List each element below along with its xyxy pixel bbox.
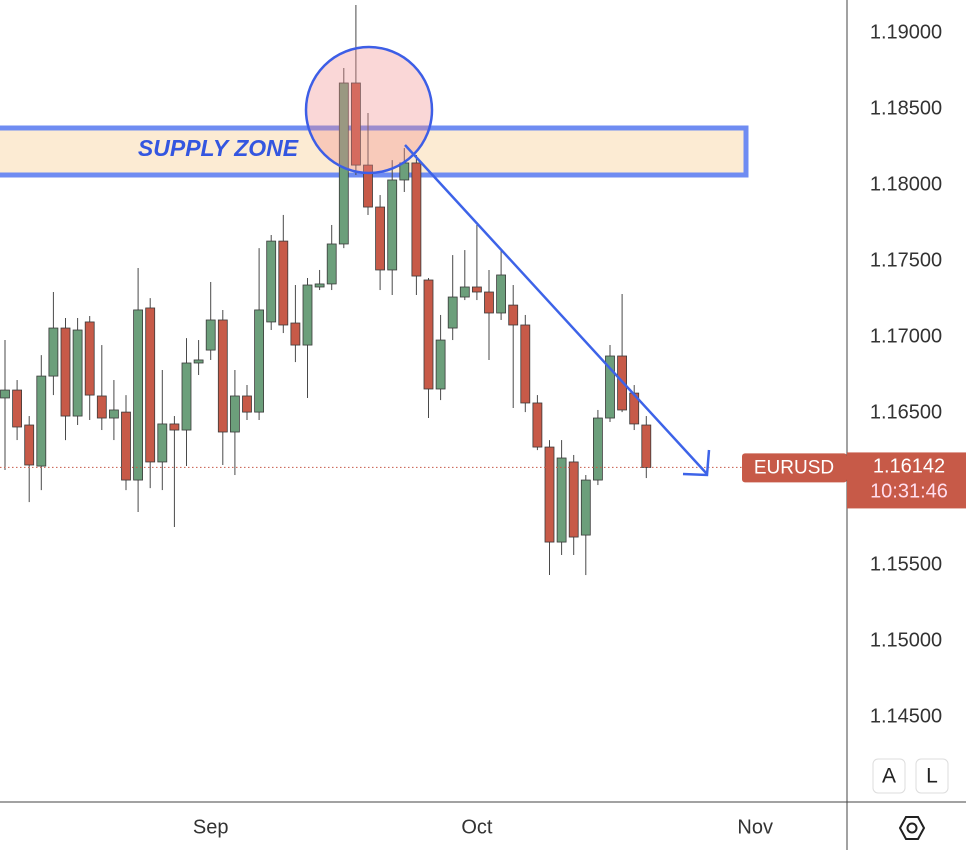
candle-body [350, 82, 361, 166]
candle-body [423, 279, 434, 390]
y-tick-label: 1.16500 [870, 401, 942, 423]
candle-body [435, 339, 446, 390]
candle-body [60, 327, 71, 417]
candle-body [411, 162, 422, 277]
x-tick-label: Nov [737, 816, 773, 838]
supply-zone: SUPPLY ZONE [0, 125, 749, 178]
candle-body [520, 324, 531, 404]
y-tick-label: 1.17500 [870, 249, 942, 271]
candle-body [314, 283, 325, 288]
candle-body [217, 319, 228, 433]
arrow-head [682, 449, 711, 477]
candle-body [471, 286, 482, 293]
button-label[interactable]: A [882, 765, 896, 788]
price-badge [847, 452, 966, 509]
candle-body [326, 243, 337, 285]
candle-body [532, 402, 543, 448]
countdown-label: 10:31:46 [870, 481, 948, 503]
y-tick-label: 1.14500 [870, 705, 942, 727]
candle-body [496, 274, 507, 314]
candle-body [605, 355, 615, 419]
candle-body [278, 240, 289, 326]
button-l[interactable]: L [915, 758, 949, 794]
button-a[interactable]: A [872, 758, 906, 794]
candle-body [133, 309, 144, 481]
candle-body [459, 286, 470, 298]
candle-body [363, 164, 373, 208]
zone-box [0, 125, 749, 178]
candle-body [593, 417, 603, 481]
candle-body [24, 424, 35, 466]
candle-body [302, 284, 313, 346]
button[interactable] [915, 758, 949, 794]
candle-body [96, 395, 107, 419]
candle-body [556, 457, 567, 543]
x-tick-label: Sep [193, 816, 229, 838]
y-tick-label: 1.15000 [870, 629, 942, 651]
candle-body [72, 329, 83, 417]
y-tick-label: 1.18000 [870, 173, 942, 195]
candle-body [109, 409, 119, 419]
candle-body [254, 309, 265, 413]
candle-body [447, 296, 458, 329]
settings-icon[interactable] [898, 816, 926, 840]
y-tick-label: 1.15500 [870, 553, 942, 575]
last-price-label: 1.16142 [873, 456, 945, 478]
y-tick-label: 1.19000 [870, 21, 942, 43]
candle-body [242, 395, 252, 413]
candle-body [568, 461, 579, 538]
candle-body [84, 321, 95, 396]
y-tick-label: 1.18500 [870, 97, 942, 119]
trend-arrow [404, 144, 708, 475]
candle-body [508, 304, 519, 326]
candle-body [544, 446, 555, 543]
drawings [304, 45, 711, 477]
candle-body [580, 479, 591, 536]
x-tick-label: Oct [461, 816, 493, 838]
zone-label: SUPPLY ZONE [138, 135, 299, 161]
candle-body [484, 291, 494, 314]
symbol-badge [742, 453, 847, 483]
candle-body [338, 82, 349, 245]
candle-body [193, 359, 204, 364]
settings-hexagon[interactable] [898, 816, 926, 840]
candle-body [387, 179, 398, 271]
candle-body [36, 375, 47, 467]
highlight-circle [304, 45, 434, 175]
button-label[interactable]: L [926, 765, 938, 788]
button[interactable] [872, 758, 906, 794]
candle-body [0, 389, 10, 399]
candle-body [375, 206, 386, 271]
candle-body [48, 327, 59, 377]
candle-body [205, 319, 216, 351]
y-tick-label: 1.17000 [870, 325, 942, 347]
candle-body [145, 307, 156, 463]
candle-body [181, 362, 192, 431]
candle-body [290, 322, 301, 346]
symbol-label: EURUSD [754, 457, 834, 478]
candle-body [169, 423, 180, 431]
candle-body [121, 411, 131, 481]
candle-body [157, 423, 168, 463]
candle-body [229, 395, 240, 433]
candle-body [641, 424, 652, 468]
candle-body [12, 389, 23, 428]
candle-body [266, 240, 277, 323]
settings-dot[interactable] [906, 822, 918, 834]
